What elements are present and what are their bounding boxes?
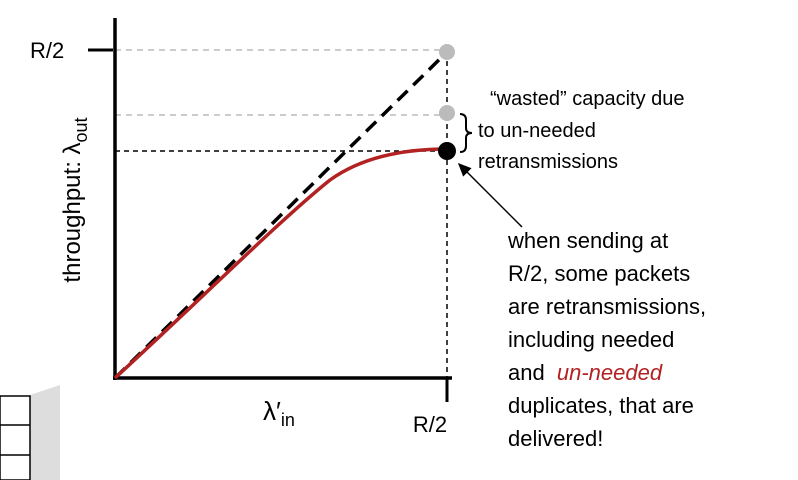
ideal-line: [113, 50, 449, 380]
wasted-note: “wasted” capacity due to un-needed retra…: [478, 88, 690, 173]
x-tick-label: R/2: [413, 412, 447, 437]
brace: [459, 113, 473, 153]
note-line: retransmissions: [478, 151, 618, 173]
sending-note: when sending at R/2, some packets are re…: [507, 228, 712, 451]
note-line: “wasted” capacity due: [490, 88, 685, 110]
note-line: and: [508, 360, 545, 385]
note-line: duplicates, that are: [508, 393, 694, 418]
note-line: delivered!: [508, 426, 603, 451]
arrow: [457, 162, 523, 228]
note-line: when sending at: [507, 228, 668, 253]
note-line: to un-needed: [478, 120, 596, 142]
point: [439, 44, 455, 60]
x-label-main: λ′: [263, 396, 281, 426]
y-tick-label: R/2: [30, 38, 64, 63]
table-fragment: [0, 385, 60, 480]
y-label-sub: out: [71, 117, 91, 142]
y-label-main: throughput: λ: [59, 142, 86, 282]
x-label-sub: in: [281, 410, 295, 430]
x-axis-label: λ′in: [263, 396, 295, 430]
throughput-curve: [113, 147, 448, 380]
note-line: including needed: [508, 327, 674, 352]
point: [439, 105, 455, 121]
y-axis-label: throughput: λout: [59, 117, 91, 282]
note-line: R/2, some packets: [508, 261, 690, 286]
emphasis: un-needed: [557, 360, 663, 385]
note-line: are retransmissions,: [508, 294, 706, 319]
point: [438, 142, 456, 160]
